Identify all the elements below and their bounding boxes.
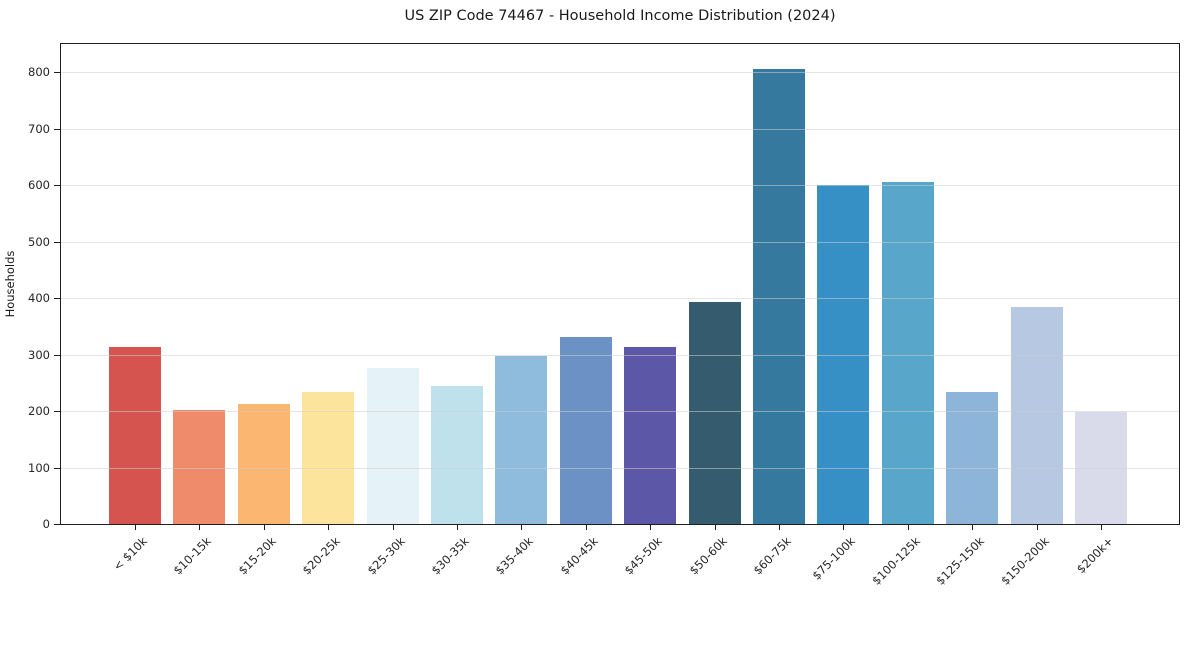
- x-tick-mark: [972, 525, 974, 530]
- y-tick-mark: [54, 72, 60, 74]
- bar: [237, 404, 290, 524]
- gridline: [61, 72, 1179, 74]
- bar: [817, 185, 870, 524]
- x-tick-mark: [1036, 525, 1038, 530]
- bar: [881, 182, 934, 524]
- y-tick-mark: [54, 524, 60, 525]
- y-tick-label: 300: [28, 347, 50, 362]
- y-tick-label: 500: [28, 234, 50, 249]
- y-tick-label: 700: [28, 121, 50, 136]
- bar: [1010, 306, 1063, 524]
- x-tick-label: $45-50k: [621, 534, 666, 578]
- x-tick-label: $30-35k: [428, 534, 472, 578]
- x-tick-label: $100-125k: [868, 534, 923, 588]
- y-tick-label: 200: [28, 404, 50, 419]
- x-tick-mark: [650, 525, 652, 530]
- gridline: [61, 298, 1179, 300]
- y-tick-mark: [54, 354, 60, 356]
- y-tick-label: 600: [28, 178, 50, 193]
- bar: [753, 68, 805, 524]
- bar: [495, 356, 548, 524]
- x-tick-mark: [199, 525, 201, 530]
- x-tick-mark: [585, 525, 587, 530]
- x-tick-label: $50-60k: [686, 534, 730, 578]
- x-tick-mark: [843, 525, 845, 530]
- x-tick-label: $40-45k: [557, 534, 601, 578]
- x-tick-label: $200k+: [1073, 534, 1116, 577]
- x-tick-label: $15-20k: [235, 534, 279, 578]
- y-tick-mark: [54, 467, 60, 469]
- y-tick-label: 400: [28, 291, 50, 306]
- x-tick-mark: [779, 525, 780, 530]
- x-tick-mark: [714, 525, 716, 530]
- bar: [366, 368, 419, 524]
- bar: [946, 392, 999, 524]
- bar: [688, 302, 741, 524]
- gridline: [61, 241, 1179, 243]
- x-tick-label: $25-30k: [364, 534, 408, 578]
- bar: [1075, 411, 1127, 524]
- figure: US ZIP Code 74467 - Household Income Dis…: [3, 8, 1180, 588]
- x-tick-label: $150-200k: [997, 534, 1052, 588]
- x-tick-label: $125-150k: [933, 534, 988, 588]
- y-tick-mark: [54, 411, 60, 413]
- bar: [431, 386, 483, 524]
- y-tick-mark: [54, 241, 60, 243]
- gridline: [61, 128, 1179, 130]
- x-tick-label: $20-25k: [299, 534, 344, 578]
- gridline: [61, 185, 1179, 187]
- chart-title: US ZIP Code 74467 - Household Income Dis…: [404, 8, 836, 24]
- bar: [559, 337, 612, 524]
- y-tick-mark: [54, 128, 60, 130]
- bar: [109, 347, 161, 524]
- x-tick-label: $60-75k: [750, 534, 794, 578]
- bar: [302, 392, 355, 524]
- y-tick-label: 100: [28, 460, 50, 475]
- x-tick-mark: [392, 525, 394, 530]
- y-tick-label: 800: [28, 65, 50, 80]
- y-tick-mark: [54, 298, 60, 300]
- x-tick-mark: [263, 525, 265, 530]
- x-tick-label: $10-15k: [170, 534, 215, 578]
- x-tick-label: < $10k: [110, 534, 150, 574]
- y-tick-label: 0: [42, 517, 50, 531]
- bar: [173, 409, 226, 524]
- x-tick-mark: [457, 525, 458, 530]
- y-tick-mark: [54, 185, 60, 187]
- x-tick-mark: [328, 525, 330, 530]
- x-tick-mark: [1101, 525, 1102, 530]
- x-tick-mark: [135, 525, 136, 530]
- x-tick-mark: [907, 525, 909, 530]
- y-axis-label: Households: [3, 250, 17, 318]
- bar: [624, 347, 677, 524]
- x-tick-label: $35-40k: [492, 534, 537, 578]
- plot-area: [60, 43, 1180, 525]
- x-tick-label: $75-100k: [809, 534, 859, 583]
- x-tick-mark: [521, 525, 523, 530]
